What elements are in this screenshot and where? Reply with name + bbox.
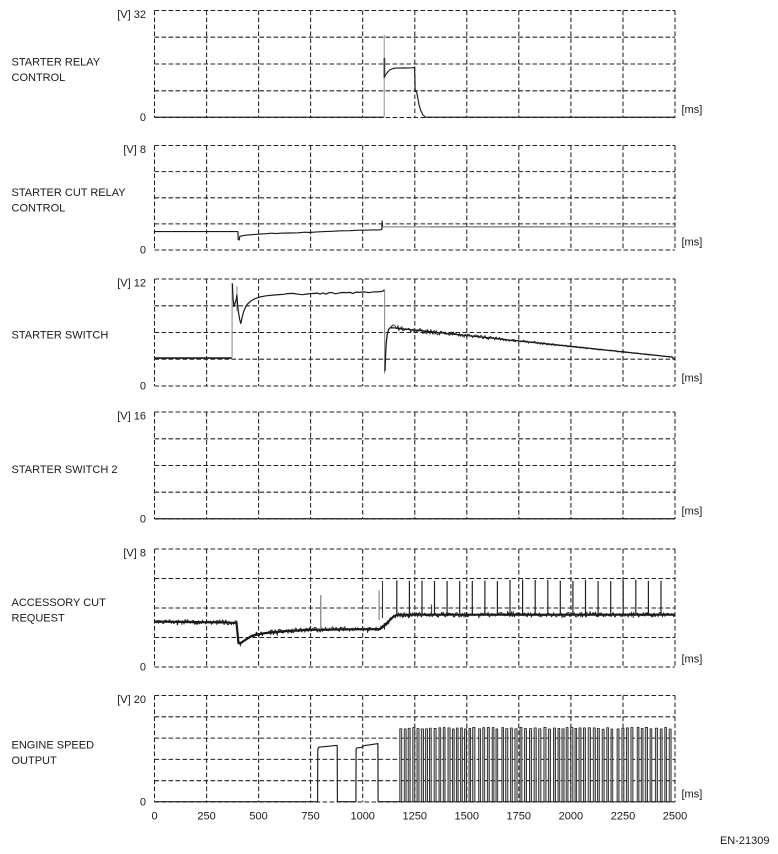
svg-text:OUTPUT: OUTPUT bbox=[12, 755, 58, 767]
svg-text:[V] 20: [V] 20 bbox=[117, 694, 146, 706]
svg-text:1000: 1000 bbox=[350, 811, 374, 823]
svg-text:0: 0 bbox=[140, 514, 146, 526]
svg-text:[ms]: [ms] bbox=[682, 654, 703, 666]
svg-text:0: 0 bbox=[151, 811, 157, 823]
svg-text:750: 750 bbox=[301, 811, 319, 823]
svg-text:500: 500 bbox=[249, 811, 267, 823]
svg-text:[ms]: [ms] bbox=[682, 789, 703, 801]
svg-text:2500: 2500 bbox=[663, 811, 687, 823]
svg-text:STARTER SWITCH 2: STARTER SWITCH 2 bbox=[12, 464, 118, 476]
svg-text:1250: 1250 bbox=[403, 811, 427, 823]
svg-text:EN-21309: EN-21309 bbox=[720, 835, 770, 847]
svg-text:0: 0 bbox=[140, 245, 146, 257]
svg-text:STARTER RELAY: STARTER RELAY bbox=[12, 57, 101, 69]
svg-text:STARTER CUT RELAY: STARTER CUT RELAY bbox=[12, 187, 127, 199]
svg-text:0: 0 bbox=[140, 112, 146, 124]
svg-text:STARTER SWITCH: STARTER SWITCH bbox=[12, 329, 109, 341]
svg-text:[V] 8: [V] 8 bbox=[123, 144, 146, 156]
svg-text:CONTROL: CONTROL bbox=[12, 203, 66, 215]
svg-text:[V] 12: [V] 12 bbox=[117, 278, 146, 290]
svg-text:0: 0 bbox=[140, 797, 146, 809]
svg-text:1500: 1500 bbox=[455, 811, 479, 823]
svg-text:ENGINE SPEED: ENGINE SPEED bbox=[12, 740, 95, 752]
svg-text:[V] 32: [V] 32 bbox=[117, 9, 146, 21]
svg-text:REQUEST: REQUEST bbox=[12, 613, 65, 625]
svg-text:2250: 2250 bbox=[611, 811, 635, 823]
svg-text:[ms]: [ms] bbox=[682, 104, 703, 116]
svg-text:CONTROL: CONTROL bbox=[12, 72, 66, 84]
svg-text:0: 0 bbox=[140, 662, 146, 674]
svg-text:[V] 8: [V] 8 bbox=[123, 548, 146, 560]
svg-text:ACCESSORY CUT: ACCESSORY CUT bbox=[12, 597, 107, 609]
svg-text:0: 0 bbox=[140, 381, 146, 393]
svg-text:[ms]: [ms] bbox=[682, 237, 703, 249]
svg-text:2000: 2000 bbox=[559, 811, 583, 823]
svg-text:[V] 16: [V] 16 bbox=[117, 411, 146, 423]
svg-text:250: 250 bbox=[197, 811, 215, 823]
svg-text:1750: 1750 bbox=[507, 811, 531, 823]
svg-text:[ms]: [ms] bbox=[682, 506, 703, 518]
svg-text:[ms]: [ms] bbox=[682, 373, 703, 385]
